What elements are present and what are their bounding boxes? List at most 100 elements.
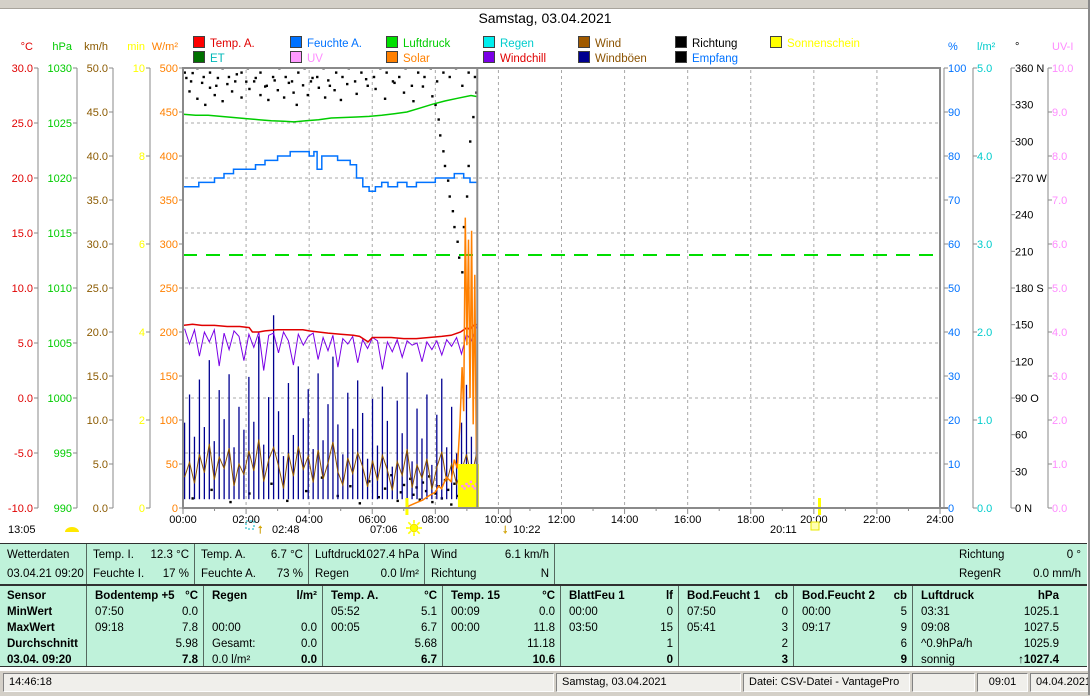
sensor-unit: °C (424, 590, 437, 602)
weather-label: Wind (431, 549, 458, 561)
sensor-row-label-text: MinWert (7, 606, 53, 618)
sensor-value: 6.7 (421, 622, 437, 634)
svg-text:180 S: 180 S (1015, 283, 1044, 295)
axis-unit-label: °C (21, 41, 33, 53)
legend-label: UV (307, 53, 323, 65)
weather-row: RegenR 0.0 mm/h (555, 565, 1087, 584)
svg-text:20: 20 (948, 415, 960, 427)
legend-color-swatch (193, 36, 205, 48)
sensor-name: Temp. A. (331, 590, 379, 602)
sensor-data-row: 3 (679, 653, 794, 669)
weather-label: Temp. I. (93, 549, 134, 561)
svg-text:10.0: 10.0 (1052, 63, 1073, 75)
sensor-value: 2 (781, 638, 788, 650)
svg-text:90: 90 (948, 107, 960, 119)
svg-text:20.0: 20.0 (12, 173, 33, 185)
legend-label: Wind (595, 38, 622, 50)
sensor-unit: lf (665, 590, 673, 602)
svg-text:40.0: 40.0 (87, 151, 108, 163)
sensor-value: 5.98 (175, 638, 198, 650)
sensor-row-label-text: Sensor (7, 590, 46, 602)
axis-min: min 10 8 6 4 2 0 (127, 41, 151, 515)
sensor-value: 5.1 (421, 606, 437, 618)
sensor-value: 1025.1 (1023, 606, 1059, 618)
legend-item: Richtung (675, 36, 737, 50)
weather-cell: Wind 6.1 km/h Richtung N (424, 544, 555, 584)
sensor-value: 5.68 (414, 638, 437, 650)
svg-text:80: 80 (948, 151, 960, 163)
sensor-data-row: 00:00 5 (794, 605, 913, 621)
sensor-time: 00:00 (451, 622, 480, 634)
sensor-data-row: 00:09 0.0 (443, 605, 561, 621)
sensor-data-row: 03:31 1025.1 (913, 605, 1087, 621)
sensor-data-row: sonnig ↑1027.4 (913, 653, 1087, 669)
legend-color-swatch (675, 36, 687, 48)
svg-text:10.0: 10.0 (87, 415, 108, 427)
weather-value: 73 % (276, 568, 303, 580)
sensor-row-label: 03.04. 09:20 (1, 653, 86, 669)
weather-label: Temp. A. (201, 549, 246, 561)
legend-item: Windböen (578, 51, 647, 65)
x-axis: 00:00 02:00 04:00 06:00 08:00 10:00 12:00 14:00… (169, 507, 954, 526)
legend-color-swatch (483, 36, 495, 48)
sensor-data-row: 00:00 0 (561, 605, 679, 621)
svg-text:1.0: 1.0 (1052, 459, 1067, 471)
svg-text:1.0: 1.0 (977, 415, 992, 427)
weather-label: Regen (315, 568, 349, 580)
sensor-column-header: Temp. 15 °C (443, 589, 561, 605)
svg-text:210: 210 (1015, 246, 1033, 258)
sensor-value: 0 (666, 654, 673, 666)
weather-value: 6.7 °C (270, 549, 303, 561)
legend-color-swatch (290, 51, 302, 63)
chart-title: Samstag, 03.04.2021 (478, 10, 612, 26)
sensor-column-blattfeu-1: BlattFeu 1 lf 00:00 0 03:50 15 1 0 (560, 586, 679, 666)
weather-row: Feuchte I. 17 % (87, 565, 195, 584)
legend-item: Regen (483, 36, 534, 50)
svg-text:1020: 1020 (48, 173, 72, 185)
legend-color-swatch (483, 51, 495, 63)
x-tick-label: 04:00 (295, 514, 323, 526)
legend-label: Feuchte A. (307, 38, 362, 50)
sensor-unit: °C (542, 590, 555, 602)
sensor-value: 0.0 (182, 606, 198, 618)
legend-item: Temp. A. (193, 36, 255, 50)
sensor-row-label: Durchschnitt (1, 637, 86, 653)
svg-text:250: 250 (160, 283, 178, 295)
svg-text:0.0: 0.0 (977, 503, 992, 515)
svg-text:1000: 1000 (48, 393, 72, 405)
gridlines (185, 70, 938, 506)
sensor-time: 03:31 (921, 606, 950, 618)
svg-text:4.0: 4.0 (977, 151, 992, 163)
svg-text:60: 60 (948, 239, 960, 251)
svg-text:0: 0 (139, 503, 145, 515)
svg-text:3.0: 3.0 (1052, 371, 1067, 383)
weather-cell: Temp. I. 12.3 °C Feuchte I. 17 % (86, 544, 195, 584)
sensor-table: Sensor MinWert MaxWert Durchschnitt 03.04. 0… (0, 585, 1087, 667)
x-tick-label: 14:00 (611, 514, 639, 526)
svg-text:0: 0 (172, 503, 178, 515)
svg-text:8: 8 (139, 151, 145, 163)
series-windchill (184, 326, 477, 371)
sensor-value: 7.8 (182, 622, 198, 634)
svg-text:5.0: 5.0 (1052, 283, 1067, 295)
sensor-time: 00:00 (569, 606, 598, 618)
svg-text:60: 60 (1015, 430, 1027, 442)
chart-legend: Temp. A. Feuchte A. Luftdruck Regen Wind Rich… (0, 0, 1090, 66)
svg-text:6: 6 (139, 239, 145, 251)
x-tick-label: 02:00 (232, 514, 260, 526)
weather-row: Wetterdaten (1, 546, 86, 565)
series-solar (405, 217, 479, 509)
sunrise-sun-icon (406, 520, 422, 536)
weather-label: Luftdruck (315, 549, 363, 561)
sensor-data-row: 0 (561, 653, 679, 669)
svg-text:1005: 1005 (48, 338, 72, 350)
sensor-row-labels: Sensor MinWert MaxWert Durchschnitt 03.04. 0… (1, 586, 86, 666)
svg-text:20.0: 20.0 (87, 327, 108, 339)
annotation-time-label: 20:11 (770, 524, 797, 536)
legend-item: Sonnenschein (770, 36, 860, 50)
sensor-time: 00:00 (212, 622, 241, 634)
legend-item: Windchill (483, 51, 546, 65)
svg-text:0.0: 0.0 (93, 503, 108, 515)
legend-item: UV (290, 51, 323, 65)
legend-item: Wind (578, 36, 622, 50)
